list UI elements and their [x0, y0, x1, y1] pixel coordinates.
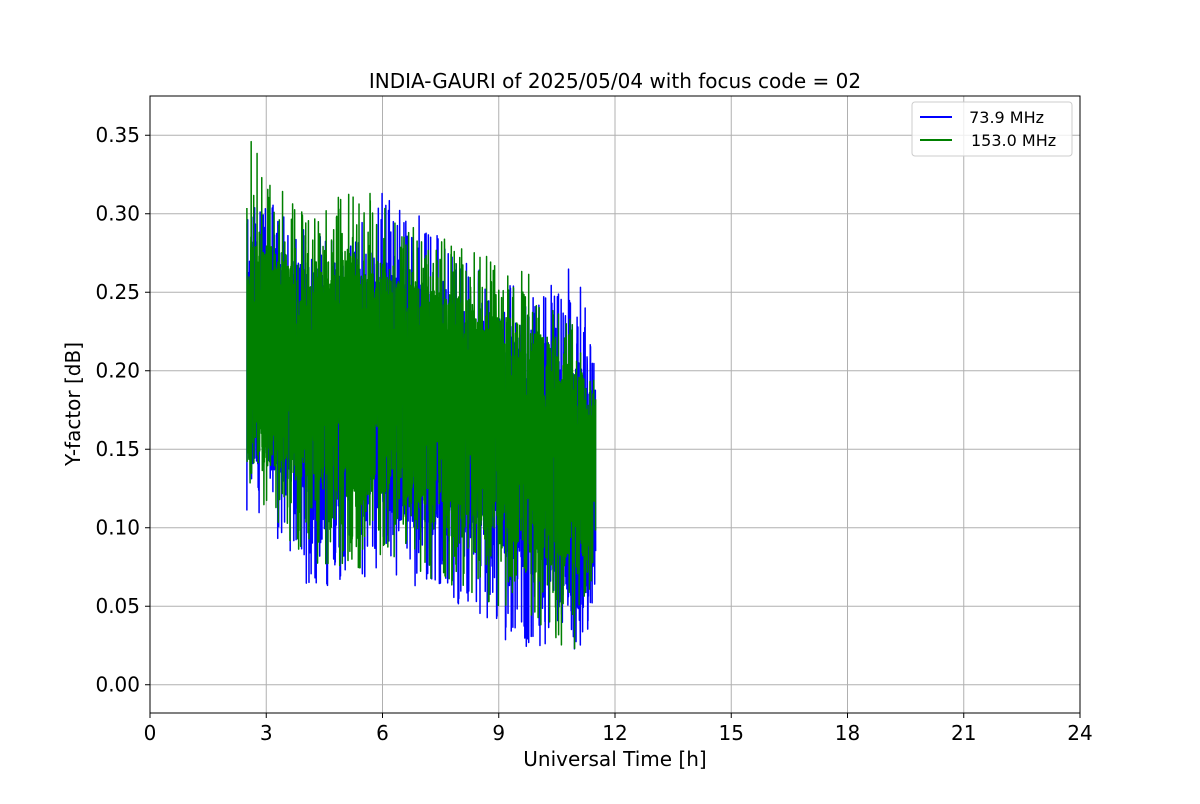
- axis-ticks: 0 3 6 9 12 15 18 21 24 0.00 0.05 0.10 0.15 0.20 0.25 0.…: [95, 123, 1092, 745]
- x-tick-label: 15: [719, 721, 744, 745]
- legend-label-73.9mhz: 73.9 MHz: [964, 108, 1044, 127]
- series-layer: [246, 140, 597, 650]
- y-tick-label: 0.35: [95, 123, 140, 147]
- y-tick-label: 0.30: [95, 202, 140, 226]
- x-tick-label: 0: [144, 721, 157, 745]
- y-tick-label: 0.00: [95, 673, 140, 697]
- x-tick-label: 18: [835, 721, 860, 745]
- x-tick-label: 9: [492, 721, 505, 745]
- plot-area: [246, 140, 597, 650]
- legend-box: [911, 101, 1073, 157]
- series-line-153.0-mhz: [246, 140, 597, 650]
- legend-label-153.0mhz: 153.0 MHz: [971, 131, 1056, 150]
- x-tick-label: 24: [1067, 721, 1092, 745]
- y-axis-title: Y-factor [dB]: [61, 342, 85, 467]
- y-tick-label: 0.10: [95, 516, 140, 540]
- x-tick-label: 6: [376, 721, 389, 745]
- y-tick-label: 0.25: [95, 280, 140, 304]
- legend: 73.9 MHz 153.0 MHz: [911, 101, 1073, 157]
- y-tick-label: 0.20: [95, 359, 140, 383]
- x-tick-label: 12: [602, 721, 627, 745]
- chart-title: INDIA-GAURI of 2025/05/04 with focus cod…: [369, 69, 861, 93]
- y-tick-label: 0.15: [95, 437, 140, 461]
- y-tick-label: 0.05: [95, 594, 140, 618]
- x-tick-label: 21: [951, 721, 976, 745]
- x-tick-label: 3: [260, 721, 273, 745]
- x-axis-title: Universal Time [h]: [523, 747, 706, 771]
